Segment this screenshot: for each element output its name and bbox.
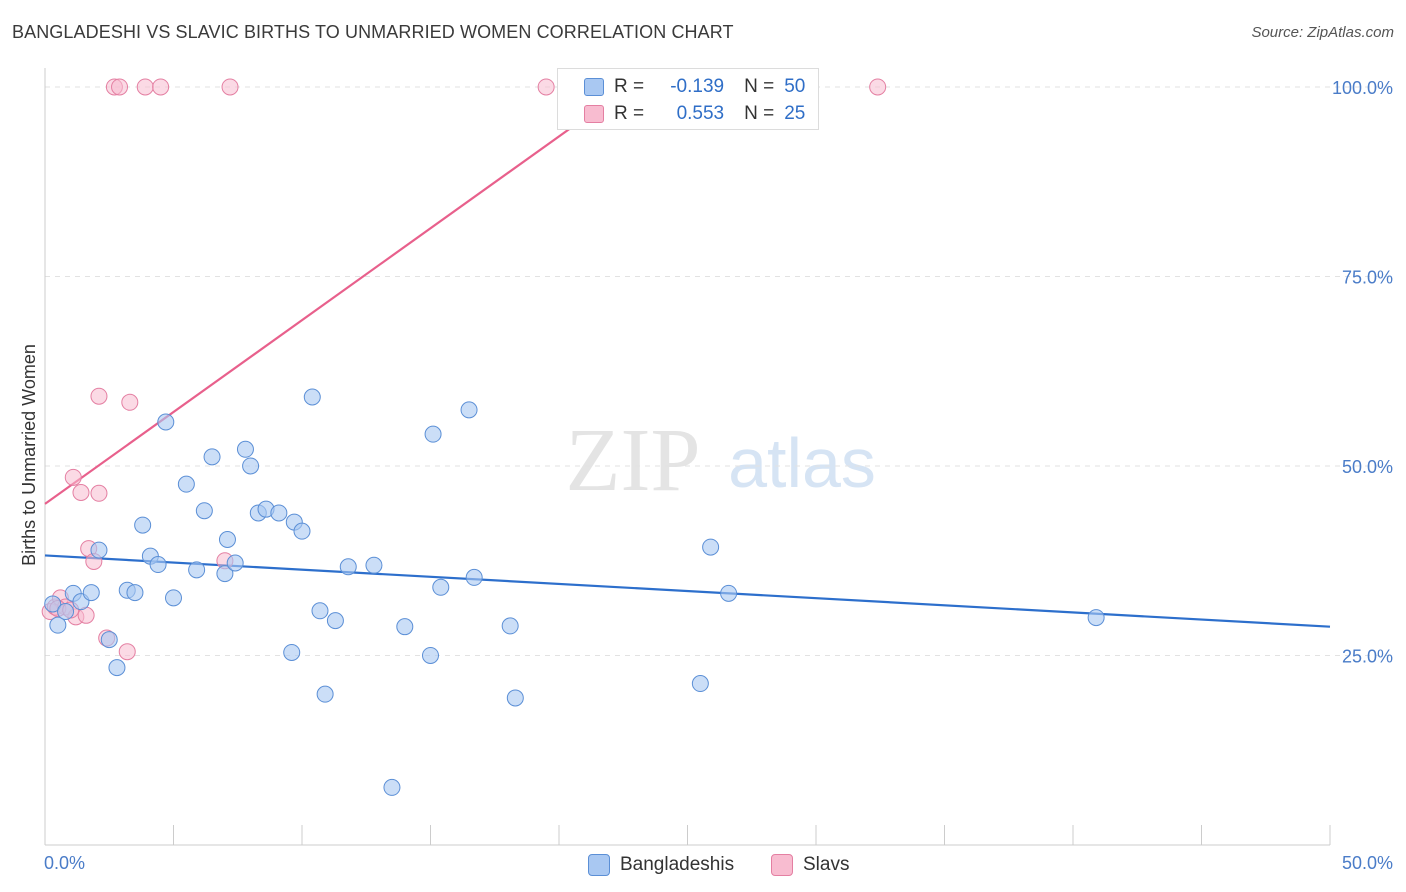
- legend-n-label: N =: [744, 103, 775, 124]
- bangladeshis-point: [365, 556, 383, 574]
- bangladeshis-point: [720, 584, 738, 602]
- bangladeshis-point: [134, 516, 152, 534]
- bangladeshis-point: [432, 578, 450, 596]
- x-tick-label: 0.0%: [44, 853, 85, 873]
- chart-title: BANGLADESHI VS SLAVIC BIRTHS TO UNMARRIE…: [12, 22, 734, 42]
- bangladeshis-point: [339, 558, 357, 576]
- trend-lines: [44, 69, 1331, 628]
- bangladeshis-point: [218, 531, 236, 549]
- bangladeshis-point: [424, 425, 442, 443]
- bangladeshis-point: [126, 584, 144, 602]
- slavs-point: [111, 78, 129, 96]
- bangladeshis-point: [702, 538, 720, 556]
- bangladeshis-point: [82, 584, 100, 602]
- bangladeshis-point: [44, 595, 62, 613]
- bangladeshis-point: [165, 589, 182, 607]
- y-tick-label: 25.0%: [1342, 646, 1393, 666]
- bangladeshis-point: [326, 612, 344, 630]
- bangladeshis-point: [90, 541, 108, 559]
- bottom-legend-swatch-slavs: [771, 854, 793, 876]
- bangladeshis-point: [236, 440, 254, 458]
- legend-row-slavs: R = 0.553 N = 25: [584, 101, 805, 127]
- y-tick-label: 75.0%: [1342, 267, 1393, 287]
- bangladeshis-point: [1087, 609, 1105, 627]
- y-tick-label: 50.0%: [1342, 457, 1393, 477]
- y-axis-label: Births to Unmarried Women: [19, 344, 39, 566]
- bangladeshis-point: [100, 631, 118, 649]
- bangladeshis-point: [383, 778, 401, 796]
- correlation-legend: R = -0.139 N = 50 R = 0.553 N = 25: [557, 68, 819, 130]
- bangladeshis-points: [44, 388, 1105, 796]
- slavs-point: [90, 387, 108, 405]
- watermark-atlas: atlas: [728, 424, 876, 502]
- bottom-legend-bangladeshis: Bangladeshis: [588, 852, 734, 878]
- slavs-point: [118, 643, 136, 661]
- bangladeshis-point: [506, 689, 524, 707]
- bangladeshis-point: [283, 643, 301, 661]
- slavs-point: [64, 468, 82, 486]
- axes: [44, 68, 1331, 846]
- legend-swatch-slavs: [584, 105, 604, 123]
- bottom-legend-swatch-bangladeshis: [588, 854, 610, 876]
- bottom-legend-label-bangladeshis: Bangladeshis: [620, 854, 735, 875]
- x-tick-labels: 0.0% 50.0%: [44, 853, 1393, 873]
- x-tick-label: 50.0%: [1342, 853, 1393, 873]
- y-tick-labels: 25.0% 50.0% 75.0% 100.0%: [1332, 78, 1393, 667]
- slavs-point: [136, 78, 154, 96]
- legend-r-value: 0.553: [676, 103, 725, 124]
- bangladeshis-point: [149, 556, 167, 574]
- bangladeshis-point: [195, 502, 213, 520]
- bangladeshis-point: [311, 602, 329, 620]
- slavs-point: [121, 393, 139, 411]
- bottom-legend-label-slavs: Slavs: [803, 854, 850, 875]
- y-tick-label: 100.0%: [1332, 78, 1393, 98]
- slavs-point: [90, 484, 108, 502]
- source-credit: Source: ZipAtlas.com: [1251, 24, 1394, 41]
- legend-n-value: 25: [784, 103, 806, 124]
- legend-row-bangladeshis: R = -0.139 N = 50: [584, 74, 805, 100]
- bangladeshis-point: [303, 388, 321, 406]
- bangladeshis-point: [501, 617, 519, 635]
- legend-swatch-bangladeshis: [584, 78, 604, 96]
- bangladeshis-point: [422, 646, 439, 664]
- bottom-legend-slavs: Slavs: [771, 852, 849, 878]
- bangladeshis-point: [203, 448, 221, 466]
- bangladeshis-point: [226, 554, 244, 572]
- bangladeshis-point: [49, 616, 67, 634]
- slavs-point: [869, 78, 887, 96]
- legend-r-value: -0.139: [670, 76, 725, 97]
- bangladeshis-trend-line: [44, 554, 1331, 628]
- slavs-point: [152, 78, 170, 96]
- bangladeshis-point: [216, 565, 234, 583]
- watermark-zip: ZIP: [566, 411, 701, 510]
- legend-n-value: 50: [784, 76, 806, 97]
- legend-r-label: R =: [614, 76, 645, 97]
- bangladeshis-point: [460, 401, 478, 419]
- legend-n-label: N =: [744, 76, 775, 97]
- legend-r-label: R =: [614, 103, 645, 124]
- slavs-point: [537, 78, 555, 96]
- bangladeshis-point: [691, 675, 709, 693]
- bangladeshis-point: [293, 522, 311, 540]
- slavs-point: [72, 484, 90, 502]
- bangladeshis-point: [242, 457, 260, 475]
- bangladeshis-point: [177, 475, 195, 493]
- gridlines: [45, 86, 1392, 656]
- bangladeshis-point: [396, 618, 414, 636]
- bangladeshis-point: [465, 568, 483, 586]
- bangladeshis-point: [57, 603, 75, 621]
- slavs-point: [221, 78, 239, 96]
- slavs-trend-line: [44, 69, 653, 505]
- bangladeshis-point: [157, 413, 175, 431]
- bangladeshis-point: [316, 685, 334, 703]
- watermark: ZIP atlas: [566, 411, 876, 510]
- bangladeshis-point: [270, 504, 288, 522]
- bangladeshis-point: [188, 561, 206, 579]
- bangladeshis-point: [108, 659, 126, 677]
- slavs-points: [41, 78, 887, 661]
